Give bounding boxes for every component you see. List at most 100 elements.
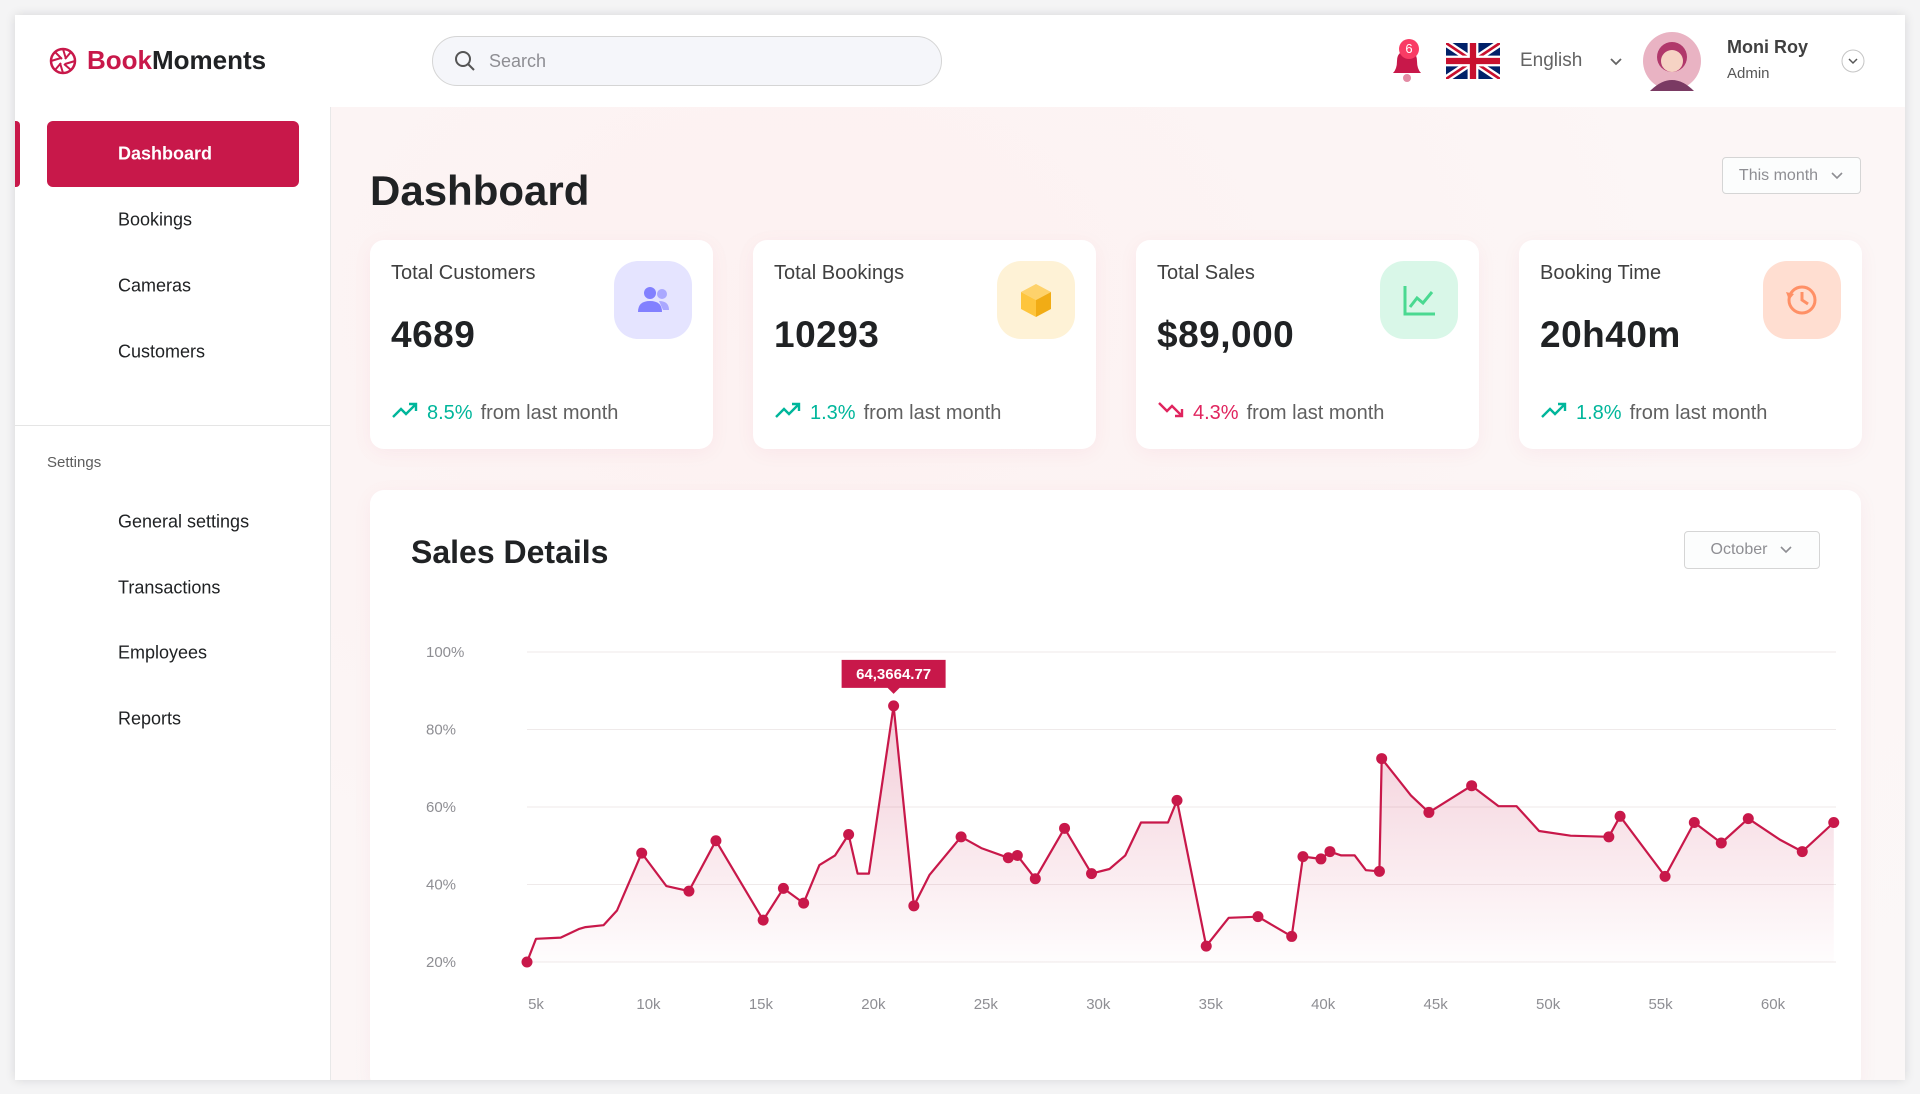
point [798, 897, 810, 909]
search-box[interactable]: Search [432, 36, 942, 86]
trend-change: 4.3% [1193, 401, 1239, 424]
period-select[interactable]: This month [1722, 157, 1861, 194]
stat-value: 10293 [774, 314, 880, 355]
stat-card: Total Customers 4689 8.5% from last month [370, 240, 713, 449]
notification-badge: 6 [1399, 39, 1419, 59]
point [1059, 822, 1071, 834]
x-tick-label: 40k [1311, 996, 1336, 1013]
stat-card: Total Sales $89,000 4.3% from last month [1136, 240, 1479, 449]
trend-text: from last month [480, 401, 619, 424]
stat-trend: 8.5% from last month [391, 400, 618, 426]
stat-value: 20h40m [1540, 314, 1681, 355]
y-tick-label: 100% [426, 644, 464, 661]
menu-item[interactable]: Customers [118, 341, 206, 362]
point [777, 882, 789, 894]
x-tick-label: 5k [528, 996, 544, 1013]
divider [15, 425, 330, 426]
sidebar: Settings Dashboard Bookings Cameras Custome… [15, 107, 331, 1080]
point [843, 829, 855, 841]
active-highlight [47, 121, 299, 187]
point [1171, 794, 1183, 806]
logo-icon [49, 47, 77, 74]
point [1466, 780, 1478, 792]
point [1200, 940, 1212, 952]
point [955, 831, 967, 843]
point [1796, 846, 1808, 858]
x-tick-label: 30k [1086, 996, 1111, 1013]
point [1297, 851, 1309, 863]
point [1423, 806, 1435, 818]
logo-suffix: Moments [152, 45, 267, 75]
stat-icon [1380, 261, 1458, 339]
x-tick-label: 50k [1536, 996, 1561, 1013]
x-tick-label: 25k [974, 996, 999, 1013]
point [1324, 846, 1336, 858]
avatar[interactable] [1642, 31, 1702, 91]
trend-text: from last month [1246, 401, 1385, 424]
trend-change: 1.3% [810, 401, 856, 424]
trend-arrow [391, 400, 419, 426]
period-label: This month [1738, 166, 1819, 184]
trend-text: from last month [1629, 401, 1768, 424]
point [757, 914, 769, 926]
trend-icon [775, 402, 801, 418]
point [1742, 813, 1754, 825]
search-placeholder: Search [489, 50, 547, 71]
stat-trend: 1.3% from last month [774, 400, 1001, 426]
menu-item[interactable]: Bookings [118, 209, 193, 230]
point [1376, 753, 1388, 765]
menu-item[interactable]: Cameras [118, 275, 192, 296]
menu-item[interactable]: Dashboard [118, 143, 213, 164]
trend-icon [1541, 402, 1567, 418]
stat-icon [997, 261, 1075, 339]
sales-card [370, 490, 1861, 1080]
point [683, 885, 695, 897]
menu-item[interactable]: General settings [118, 511, 250, 532]
point [1603, 831, 1615, 843]
flag-icon[interactable] [1446, 43, 1500, 79]
point [636, 847, 648, 859]
stat-trend: 4.3% from last month [1157, 400, 1384, 426]
x-tick-label: 35k [1199, 996, 1224, 1013]
trend-change: 1.8% [1576, 401, 1622, 424]
chevron [1831, 171, 1843, 179]
stat-value: $89,000 [1157, 314, 1295, 355]
y-tick-label: 60% [426, 799, 456, 816]
user-menu-button[interactable] [1841, 49, 1865, 73]
stat-value: 4689 [391, 314, 476, 355]
annotation: 64,3664.77 [856, 666, 931, 683]
x-tick-label: 10k [636, 996, 661, 1013]
menu-item[interactable]: Transactions [118, 577, 221, 597]
stat-icon [614, 261, 692, 339]
tooltip-box [841, 659, 946, 694]
stat-card: Booking Time 20h40m 1.8% from last month [1519, 240, 1862, 449]
x-tick-label: 60k [1761, 996, 1786, 1013]
menu-item[interactable]: Reports [118, 708, 182, 728]
language-chevron[interactable] [1609, 57, 1623, 67]
y-tick-label: 40% [426, 877, 456, 894]
logo[interactable]: BookMoments [49, 45, 266, 76]
point [1086, 868, 1098, 880]
trend-arrow [774, 400, 802, 426]
point [1373, 865, 1385, 877]
menu-item[interactable]: Employees [118, 642, 208, 663]
stat-card: Total Bookings 10293 1.3% from last month [753, 240, 1096, 449]
point [1002, 852, 1014, 864]
active-indicator [15, 121, 20, 187]
month-select[interactable]: October [1684, 531, 1820, 569]
logo-prefix: Book [87, 45, 152, 75]
icon [638, 287, 669, 312]
point [1252, 911, 1264, 923]
point [1659, 870, 1671, 882]
y-tick-label: 20% [426, 954, 456, 971]
stat-trend: 1.8% from last month [1540, 400, 1767, 426]
language[interactable]: English [1520, 50, 1583, 71]
y-tick-label: 80% [426, 722, 456, 739]
settings-label: Settings [47, 454, 102, 471]
trend-arrow [1540, 400, 1568, 426]
page-title: Dashboard [370, 167, 590, 214]
trend-arrow [1157, 400, 1185, 426]
trend-icon [1158, 402, 1184, 418]
stat-title: Total Customers [391, 262, 536, 284]
icon [1786, 285, 1817, 315]
